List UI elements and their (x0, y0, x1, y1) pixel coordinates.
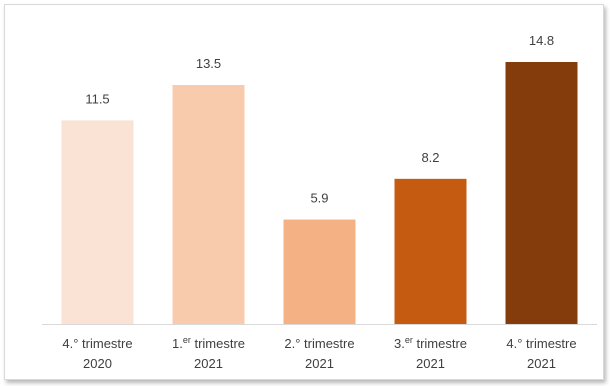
category-year-1: 2020 (83, 356, 112, 371)
bar-4 (394, 178, 467, 324)
category-year-3: 2021 (305, 356, 334, 371)
category-year-2: 2021 (194, 356, 223, 371)
bar-5 (505, 62, 578, 324)
value-label-1: 11.5 (85, 91, 109, 106)
value-label-4: 8.2 (421, 150, 439, 165)
category-year-5: 2021 (527, 356, 556, 371)
category-label-1: 4.° trimestre (62, 336, 132, 351)
value-label-2: 13.5 (196, 56, 221, 71)
category-label-2: 1.er trimestre (172, 335, 245, 351)
category-label-3: 2.° trimestre (284, 336, 354, 351)
category-year-4: 2021 (416, 356, 445, 371)
bar-1 (61, 120, 134, 325)
value-label-3: 5.9 (310, 191, 328, 206)
bar-2 (172, 85, 245, 324)
category-label-5: 4.° trimestre (506, 336, 576, 351)
category-label-4: 3.er trimestre (394, 335, 467, 351)
value-label-5: 14.8 (529, 33, 554, 48)
bar-3 (283, 219, 356, 324)
